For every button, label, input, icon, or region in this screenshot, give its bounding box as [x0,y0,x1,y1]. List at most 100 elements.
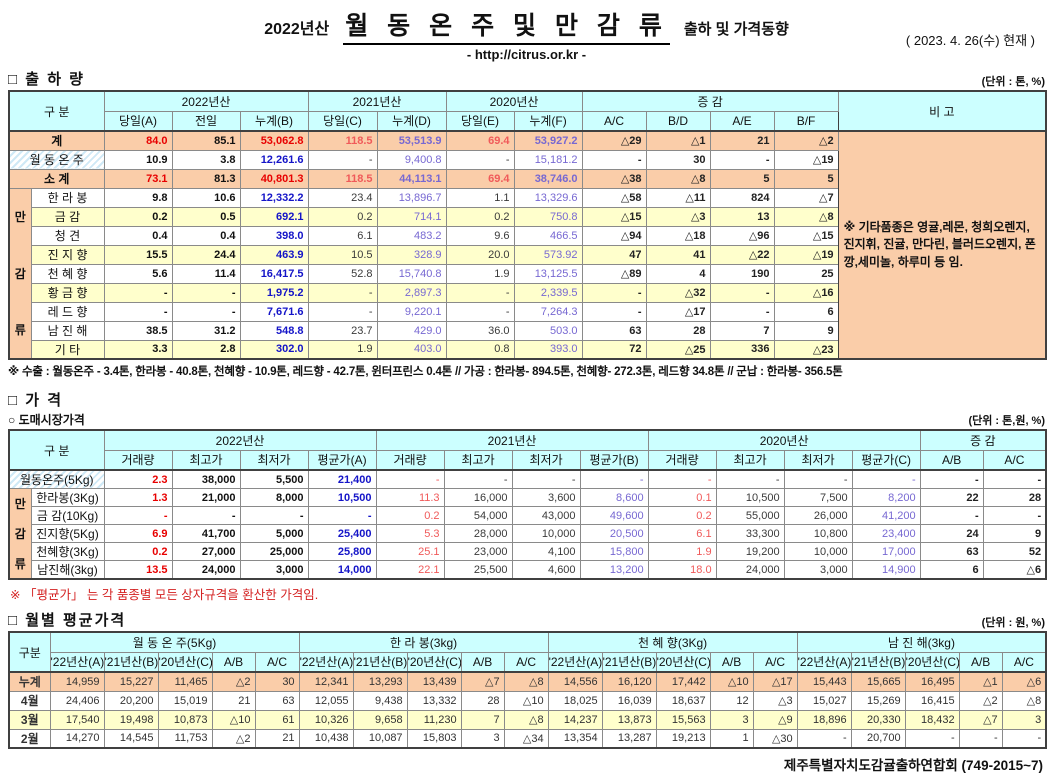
table-row: 기 타 3.3 2.8 302.0 1.9 403.0 0.8 393.0 72 △25 336 △2… [9,339,1046,360]
cell: △89 [581,263,647,284]
cell: 20,200 [103,690,159,711]
col-header: 평균가(C) [851,449,921,471]
cell: 13,293 [352,671,408,692]
cell: 9 [773,320,839,341]
cell: - [919,469,984,489]
cell: △15 [773,225,839,246]
cell: 10,500 [307,488,377,507]
cell: △22 [709,244,775,265]
cell: 0.4 [171,225,241,246]
cell: 9 [982,524,1047,543]
cell: - [375,469,445,489]
cell: 13,896.7 [376,187,447,208]
cell: 0.1 [647,488,717,507]
cell: - [581,282,647,303]
cell: 5 [773,168,839,189]
report-header: 2022년산 월 동 온 주 및 만 감 류 출하 및 가격동향 - http:… [8,6,1045,62]
row-label: 누계 [8,671,51,692]
cell: 24,000 [171,560,241,580]
cell: 15,019 [157,690,213,711]
cell: 1.9 [307,339,378,360]
cell: 26,000 [783,506,853,525]
row-label: 레 드 향 [30,301,105,322]
col-header: A/B [919,449,984,471]
cell: 38,746.0 [513,168,583,189]
cell: 16,000 [443,488,513,507]
cell: 53,513.9 [376,130,447,151]
cell: - [307,301,378,322]
table-row: 천혜향(3Kg) 0.2 27,000 25,000 25,800 25.1 23,000 4… [9,542,1047,561]
row-label: 4월 [8,690,51,711]
year-group-header: 천 혜 향(3Kg) [547,631,798,653]
cell: 84.0 [103,130,173,151]
cell: 15,269 [850,690,906,711]
cell: 3,000 [783,560,853,580]
shipment-footnote: ※ 수출 : 월동온주 - 3.4톤, 한라봉 - 40.8톤, 천혜향 - 1… [8,366,843,378]
col-header: A/B [460,651,505,673]
cell: 503.0 [513,320,583,341]
col-header: 최저가 [511,449,581,471]
monthly-section-title: □ 월별 평균가격 [8,612,127,629]
cell: 5.6 [103,263,173,284]
cell: - [796,728,852,749]
col-header: A/E [709,110,775,132]
cell: 30 [254,671,300,692]
year-group-header: 2021년산 [307,90,447,112]
cell: - [647,469,717,489]
cell: 483.2 [376,225,447,246]
cell: 33,300 [715,524,785,543]
cell: 15,443 [796,671,852,692]
cell: 2,339.5 [513,282,583,303]
cell: △7 [773,187,839,208]
cell: 14,959 [49,671,105,692]
cell: 0.2 [103,206,173,227]
cell: 17,540 [49,709,105,730]
table-row: 계 84.0 85.1 53,062.8 118.5 53,513.9 69.4 53,927… [8,130,1047,360]
cell: 25,000 [239,542,309,561]
cell: 15,563 [655,709,711,730]
cell: 3 [460,728,505,749]
col-header: '22년산(A) [796,651,852,673]
cell: - [904,728,960,749]
cell: 7,500 [783,488,853,507]
price-table: 구 분 2022년산 2021년산 2020년산 증 감 거래량 최고가 최저가 평균가(A) 거… [8,429,1048,580]
cell: 12,261.6 [239,149,309,170]
cell: 398.0 [239,225,309,246]
cell: 13,200 [579,560,649,580]
cell: 393.0 [513,339,583,360]
cell: △30 [752,728,798,749]
cell: 72 [581,339,647,360]
group-char: 류 [14,556,26,571]
col-header: 전일 [171,110,241,132]
cell: 47 [581,244,647,265]
cell: 21,400 [307,469,377,489]
col-header: 거래량 [647,449,717,471]
cell: - [709,282,775,303]
report-date: ( 2023. 4. 26(수) 현재 ) [905,33,1035,48]
col-header: 거래량 [103,449,173,471]
cell: 41,700 [171,524,241,543]
price-section-title: □ 가 격 [8,392,63,409]
cell: 25,800 [307,542,377,561]
cell: 3,000 [239,560,309,580]
cell: △38 [581,168,647,189]
cell: 13,354 [547,728,603,749]
cell: 25,400 [307,524,377,543]
cell: 18,432 [904,709,960,730]
col-header: B/F [773,110,839,132]
corner-header: 구 분 [8,90,105,132]
cell: 81.3 [171,168,241,189]
cell: 15,740.8 [376,263,447,284]
site-url[interactable]: - http://citrus.or.kr - [466,47,587,62]
cell: 6.1 [647,524,717,543]
cell: 10,087 [352,728,408,749]
col-header: '22년산(A) [298,651,354,673]
cell: 0.2 [307,206,378,227]
cell: 1.1 [445,187,515,208]
cell: 0.4 [103,225,173,246]
cell: 8,200 [851,488,921,507]
cell: 12,055 [298,690,354,711]
year-group-header: 2020년산 [445,90,583,112]
